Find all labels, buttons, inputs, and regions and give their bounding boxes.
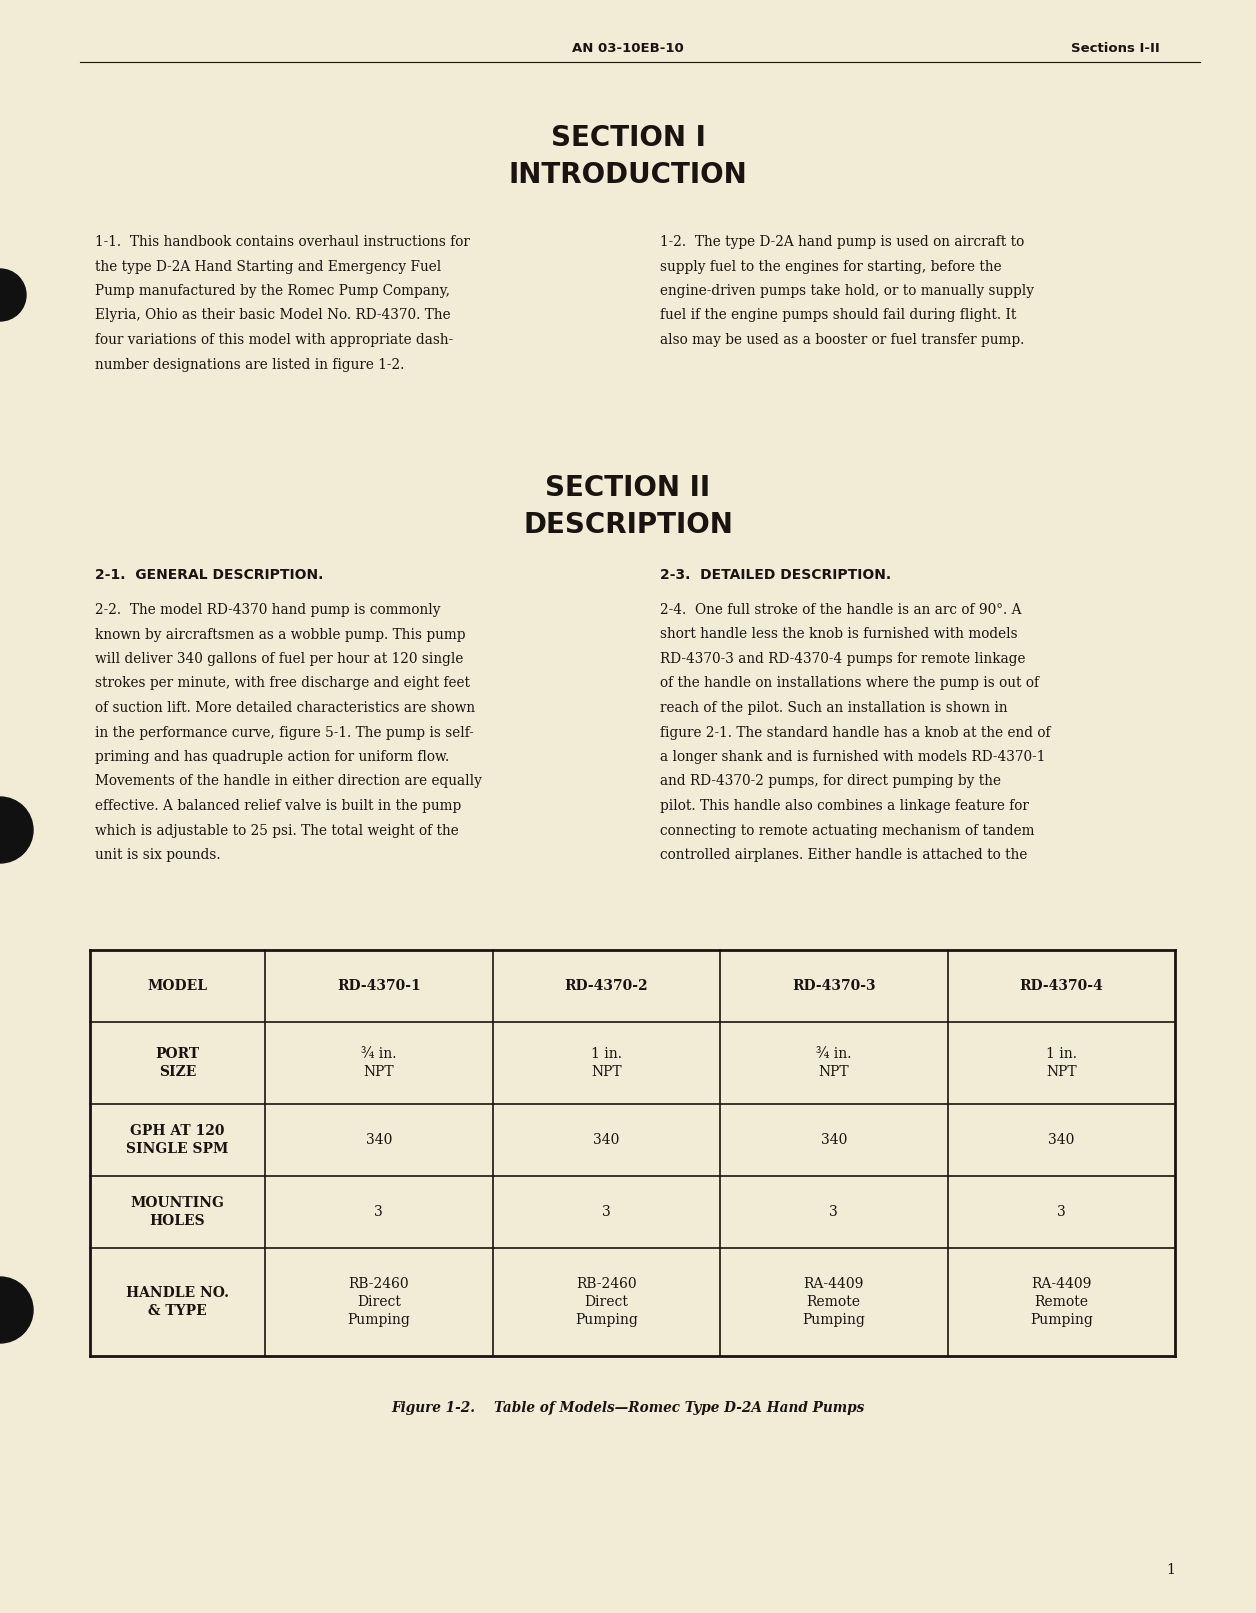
Text: Movements of the handle in either direction are equally: Movements of the handle in either direct…: [95, 774, 482, 789]
Text: Sections I-II: Sections I-II: [1071, 42, 1161, 55]
Text: 3: 3: [1056, 1205, 1065, 1219]
Text: 1-1.  This handbook contains overhaul instructions for: 1-1. This handbook contains overhaul ins…: [95, 235, 470, 248]
Text: supply fuel to the engines for starting, before the: supply fuel to the engines for starting,…: [659, 260, 1001, 274]
Text: controlled airplanes. Either handle is attached to the: controlled airplanes. Either handle is a…: [659, 848, 1027, 861]
Text: DESCRIPTION: DESCRIPTION: [522, 511, 734, 539]
Text: MODEL: MODEL: [147, 979, 207, 994]
Circle shape: [0, 797, 33, 863]
Text: INTRODUCTION: INTRODUCTION: [509, 161, 747, 189]
Text: reach of the pilot. Such an installation is shown in: reach of the pilot. Such an installation…: [659, 702, 1007, 715]
Text: 1: 1: [1166, 1563, 1176, 1578]
Text: pilot. This handle also combines a linkage feature for: pilot. This handle also combines a linka…: [659, 798, 1029, 813]
Text: RA-4409
Remote
Pumping: RA-4409 Remote Pumping: [1030, 1276, 1093, 1327]
Text: PORT
SIZE: PORT SIZE: [156, 1047, 200, 1079]
Text: 3: 3: [374, 1205, 383, 1219]
Text: of the handle on installations where the pump is out of: of the handle on installations where the…: [659, 676, 1039, 690]
Text: strokes per minute, with free discharge and eight feet: strokes per minute, with free discharge …: [95, 676, 470, 690]
Text: SECTION II: SECTION II: [545, 474, 711, 502]
Text: also may be used as a booster or fuel transfer pump.: also may be used as a booster or fuel tr…: [659, 332, 1025, 347]
Text: connecting to remote actuating mechanism of tandem: connecting to remote actuating mechanism…: [659, 824, 1035, 837]
Text: and RD-4370-2 pumps, for direct pumping by the: and RD-4370-2 pumps, for direct pumping …: [659, 774, 1001, 789]
Text: 340: 340: [365, 1132, 392, 1147]
Text: known by aircraftsmen as a wobble pump. This pump: known by aircraftsmen as a wobble pump. …: [95, 627, 466, 642]
Text: 1 in.
NPT: 1 in. NPT: [1046, 1047, 1076, 1079]
Text: figure 2-1. The standard handle has a knob at the end of: figure 2-1. The standard handle has a kn…: [659, 726, 1050, 739]
Text: 2-2.  The model RD-4370 hand pump is commonly: 2-2. The model RD-4370 hand pump is comm…: [95, 603, 441, 618]
Text: RB-2460
Direct
Pumping: RB-2460 Direct Pumping: [575, 1276, 638, 1327]
Text: fuel if the engine pumps should fail during flight. It: fuel if the engine pumps should fail dur…: [659, 308, 1016, 323]
Text: 3: 3: [829, 1205, 838, 1219]
Text: RD-4370-1: RD-4370-1: [337, 979, 421, 994]
Text: RA-4409
Remote
Pumping: RA-4409 Remote Pumping: [803, 1276, 865, 1327]
Text: unit is six pounds.: unit is six pounds.: [95, 848, 221, 861]
Circle shape: [0, 1277, 33, 1344]
Text: 2-4.  One full stroke of the handle is an arc of 90°. A: 2-4. One full stroke of the handle is an…: [659, 603, 1021, 618]
Text: in the performance curve, figure 5-1. The pump is self-: in the performance curve, figure 5-1. Th…: [95, 726, 474, 739]
Text: RD-4370-2: RD-4370-2: [564, 979, 648, 994]
Text: 2-1.  GENERAL DESCRIPTION.: 2-1. GENERAL DESCRIPTION.: [95, 568, 323, 582]
Text: 340: 340: [820, 1132, 847, 1147]
Text: RD-4370-3 and RD-4370-4 pumps for remote linkage: RD-4370-3 and RD-4370-4 pumps for remote…: [659, 652, 1025, 666]
Text: RD-4370-4: RD-4370-4: [1020, 979, 1103, 994]
Text: which is adjustable to 25 psi. The total weight of the: which is adjustable to 25 psi. The total…: [95, 824, 458, 837]
Text: Figure 1-2.    Table of Models—Romec Type D-2A Hand Pumps: Figure 1-2. Table of Models—Romec Type D…: [392, 1402, 864, 1415]
Text: MOUNTING
HOLES: MOUNTING HOLES: [131, 1195, 225, 1227]
Text: engine-driven pumps take hold, or to manually supply: engine-driven pumps take hold, or to man…: [659, 284, 1034, 298]
Text: SECTION I: SECTION I: [550, 124, 706, 152]
Text: a longer shank and is furnished with models RD-4370-1: a longer shank and is furnished with mod…: [659, 750, 1045, 765]
Text: 340: 340: [1048, 1132, 1074, 1147]
Text: HANDLE NO.
& TYPE: HANDLE NO. & TYPE: [126, 1286, 229, 1318]
Text: ¾ in.
NPT: ¾ in. NPT: [816, 1047, 852, 1079]
Text: the type D-2A Hand Starting and Emergency Fuel: the type D-2A Hand Starting and Emergenc…: [95, 260, 441, 274]
Text: ¾ in.
NPT: ¾ in. NPT: [360, 1047, 397, 1079]
Text: 1 in.
NPT: 1 in. NPT: [590, 1047, 622, 1079]
Text: Pump manufactured by the Romec Pump Company,: Pump manufactured by the Romec Pump Comp…: [95, 284, 450, 298]
Text: number designations are listed in figure 1-2.: number designations are listed in figure…: [95, 358, 404, 371]
Text: RB-2460
Direct
Pumping: RB-2460 Direct Pumping: [348, 1276, 411, 1327]
Text: Elyria, Ohio as their basic Model No. RD-4370. The: Elyria, Ohio as their basic Model No. RD…: [95, 308, 451, 323]
Text: will deliver 340 gallons of fuel per hour at 120 single: will deliver 340 gallons of fuel per hou…: [95, 652, 463, 666]
Text: 2-3.  DETAILED DESCRIPTION.: 2-3. DETAILED DESCRIPTION.: [659, 568, 891, 582]
Text: 3: 3: [602, 1205, 610, 1219]
Text: effective. A balanced relief valve is built in the pump: effective. A balanced relief valve is bu…: [95, 798, 461, 813]
Text: four variations of this model with appropriate dash-: four variations of this model with appro…: [95, 332, 453, 347]
Text: short handle less the knob is furnished with models: short handle less the knob is furnished …: [659, 627, 1017, 642]
Text: 340: 340: [593, 1132, 619, 1147]
Text: of suction lift. More detailed characteristics are shown: of suction lift. More detailed character…: [95, 702, 475, 715]
Circle shape: [0, 269, 26, 321]
Text: 1-2.  The type D-2A hand pump is used on aircraft to: 1-2. The type D-2A hand pump is used on …: [659, 235, 1024, 248]
Text: GPH AT 120
SINGLE SPM: GPH AT 120 SINGLE SPM: [127, 1124, 229, 1157]
Text: AN 03-10EB-10: AN 03-10EB-10: [573, 42, 683, 55]
Text: priming and has quadruple action for uniform flow.: priming and has quadruple action for uni…: [95, 750, 450, 765]
Text: RD-4370-3: RD-4370-3: [793, 979, 875, 994]
